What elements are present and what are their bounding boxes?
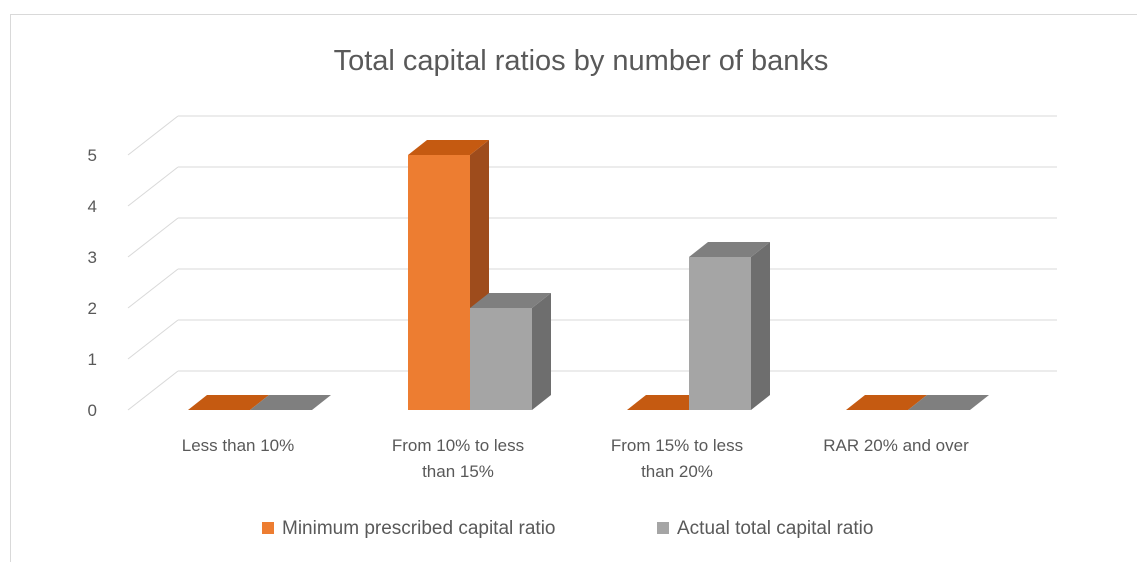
legend-label: Minimum prescribed capital ratio <box>282 518 556 539</box>
bar-top <box>188 395 269 410</box>
bar-front <box>470 308 532 410</box>
legend: Minimum prescribed capital ratio Actual t… <box>262 518 873 539</box>
gridline-diagonal <box>127 217 179 258</box>
x-tick-label: From 10% to less than 15% <box>392 436 524 481</box>
bar <box>250 395 331 410</box>
bar-front <box>408 155 470 410</box>
bar-top <box>250 395 331 410</box>
bar-top <box>689 242 770 257</box>
chart-title: Total capital ratios by number of banks <box>334 45 829 77</box>
y-tick-label: 2 <box>88 299 97 318</box>
y-tick-label: 1 <box>88 350 97 369</box>
legend-item: Minimum prescribed capital ratio <box>262 518 556 539</box>
bar <box>188 395 269 410</box>
bar <box>846 395 927 410</box>
x-axis: Less than 10% From 10% to less than 15% Fro… <box>182 436 969 481</box>
gridline-diagonal <box>127 115 179 156</box>
x-tick-label: From 15% to less than 20% <box>611 436 743 481</box>
legend-item: Actual total capital ratio <box>657 518 873 539</box>
bar <box>689 242 770 410</box>
bar-front <box>689 257 751 410</box>
bar-top <box>408 140 489 155</box>
y-tick-label: 0 <box>88 401 97 420</box>
x-tick-label: Less than 10% <box>182 436 294 455</box>
bar-top <box>470 293 551 308</box>
legend-swatch <box>262 522 274 534</box>
bar-side <box>751 242 770 410</box>
gridline-diagonal <box>127 166 179 207</box>
bar-top <box>846 395 927 410</box>
y-tick-label: 3 <box>88 248 97 267</box>
bar-top <box>908 395 989 410</box>
y-tick-label: 5 <box>88 146 97 165</box>
y-tick-label: 4 <box>88 197 97 216</box>
bar <box>408 140 489 410</box>
gridline-diagonal <box>127 268 179 309</box>
gridline-diagonal <box>127 370 179 411</box>
bar <box>908 395 989 410</box>
x-tick-label: RAR 20% and over <box>823 436 969 455</box>
bar <box>470 293 551 410</box>
bar-top <box>627 395 708 410</box>
bar-group <box>188 140 989 410</box>
chart-frame <box>10 14 1137 562</box>
legend-swatch <box>657 522 669 534</box>
gridline-diagonal <box>127 319 179 360</box>
bar-side <box>532 293 551 410</box>
legend-label: Actual total capital ratio <box>677 518 873 539</box>
gridlines <box>127 115 1057 411</box>
bar <box>627 395 708 410</box>
y-axis: 0 1 2 3 4 5 <box>88 146 97 420</box>
